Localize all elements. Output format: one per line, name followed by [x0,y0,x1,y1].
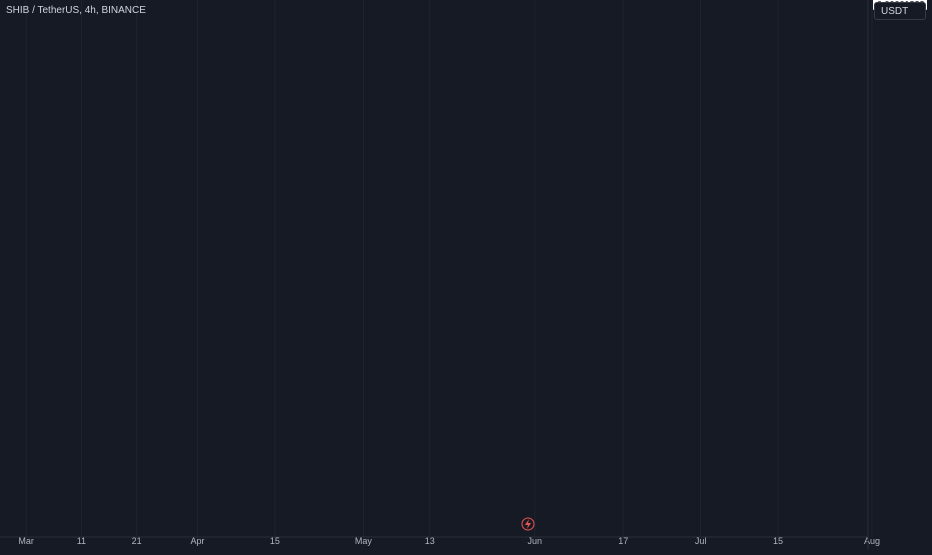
x-tick-label: 15 [773,536,783,546]
x-tick-label: 15 [270,536,280,546]
x-tick-label: Jun [527,536,542,546]
currency-button[interactable]: USDT [874,2,926,20]
x-tick-label: May [355,536,373,546]
interval-label: 4h [84,5,96,16]
x-tick-label: 21 [132,536,142,546]
x-tick-label: Aug [864,536,880,546]
x-tick-label: Apr [190,536,204,546]
lightning-icon-ring [521,517,535,531]
symbol-legend[interactable]: SHIB / TetherUS, 4h, BINANCE [6,5,146,16]
x-tick-label: Jul [695,536,707,546]
lightning-icon [521,517,535,531]
x-tick-label: 13 [425,536,435,546]
lightning-icon-bolt [525,519,531,529]
x-tick-label: 17 [618,536,628,546]
legend-separator: , [79,5,85,16]
symbol-name: SHIB / TetherUS [6,5,80,16]
exchange-label: BINANCE [101,5,146,16]
legend-separator-2: , [95,5,102,16]
x-tick-label: 11 [77,536,86,546]
x-tick-label: Mar [18,536,34,546]
